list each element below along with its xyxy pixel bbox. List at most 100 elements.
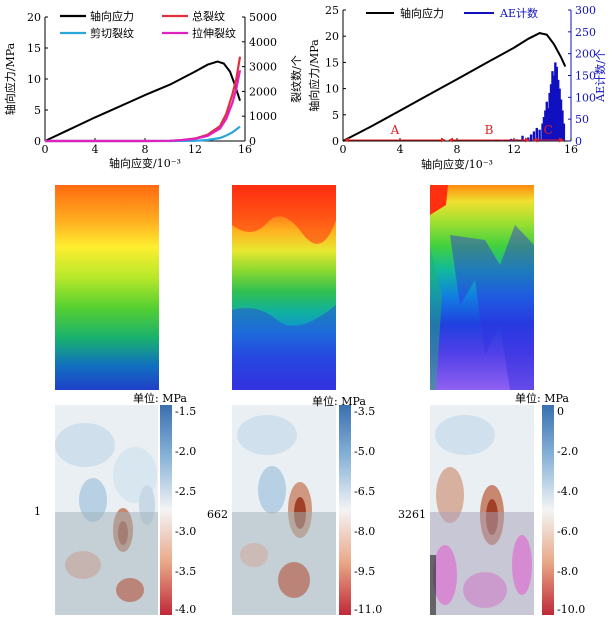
y-right-tick-label: 0	[575, 135, 582, 148]
y-right-axis-label: AE计数/个	[594, 49, 607, 103]
x-tick-label: 12	[507, 143, 521, 156]
cbar2-tick: -8.0	[354, 525, 376, 538]
y-right-tick-label: 200	[575, 48, 596, 61]
y-tick-label: 15	[27, 42, 41, 55]
cbar1-tick: -1.5	[175, 405, 197, 418]
stress-map-2	[232, 405, 336, 615]
cbar3-tick: 0	[557, 405, 564, 418]
stage-label: A	[390, 123, 400, 137]
unit-label-1: 单位: MPa	[133, 392, 187, 405]
stage-label: C	[544, 123, 553, 137]
chart-area: 0 4 8 12 1605101520010002000300040005000轴向应力…	[3, 4, 607, 171]
y-tick-label: 20	[27, 11, 41, 24]
ae-bar	[542, 116, 546, 141]
ae-bar	[544, 110, 547, 141]
cbar3-tick: -6.0	[557, 525, 579, 538]
ae-bar	[555, 66, 558, 141]
ae-bar	[529, 134, 533, 141]
y-right-tick-label: 50	[575, 113, 589, 126]
stress-colorbar-1	[160, 405, 172, 615]
series-line-cracks	[45, 56, 242, 143]
x-tick-label: 0	[42, 143, 49, 156]
legend-label: 拉伸裂纹	[192, 26, 236, 40]
x-tick-label: 8	[454, 143, 461, 156]
cbar1-tick: -2.0	[175, 445, 197, 458]
cbar2-tick: -5.0	[354, 445, 376, 458]
ae-bar	[541, 123, 544, 141]
cbar2-tick: -11.0	[354, 603, 383, 616]
y-tick-label: 0	[34, 135, 41, 148]
cbar1-tick: -4.0	[175, 603, 197, 616]
ae-bar	[559, 99, 563, 141]
y-tick-label: 5	[332, 109, 339, 122]
ae-bar	[535, 127, 538, 141]
x-tick-label: 16	[238, 143, 252, 156]
series-line-stress	[44, 60, 241, 142]
legend-label: 轴向应力	[400, 6, 444, 20]
unit-label-3: 单位: MPa	[515, 392, 569, 405]
y-right-tick-label: 2000	[249, 85, 277, 98]
ae-bar	[549, 84, 553, 141]
ae-bar	[551, 71, 554, 141]
ae-bar	[554, 62, 557, 141]
y-tick-label: 5	[34, 104, 41, 117]
ae-bar	[558, 88, 561, 141]
x-tick-label: 0	[340, 143, 347, 156]
legend-label: 轴向应力	[90, 9, 134, 23]
y-tick-label: 0	[332, 135, 339, 148]
stress-colorbar-2	[339, 405, 351, 615]
step-label-2: 662	[207, 508, 228, 521]
ae-bar	[556, 79, 560, 141]
y-right-tick-label: 0	[249, 135, 256, 148]
ae-bar	[552, 75, 556, 141]
y-tick-label: 20	[325, 30, 339, 43]
displacement-map-2	[232, 185, 336, 390]
legend-label: 剪切裂纹	[90, 26, 134, 40]
y-tick-label: 10	[325, 83, 339, 96]
y-right-tick-label: 3000	[249, 61, 277, 74]
cbar3-tick: -10.0	[557, 603, 586, 616]
x-tick-label: 8	[142, 143, 149, 156]
displacement-map-3	[430, 185, 534, 390]
stress-map-1	[55, 405, 158, 615]
step-label-3: 3261	[398, 508, 426, 521]
ae-bar	[548, 92, 551, 141]
ae-bar	[545, 101, 548, 141]
cbar2-tick: -3.5	[354, 405, 376, 418]
cbar3-tick: -4.0	[557, 485, 579, 498]
x-tick-label: 4	[397, 143, 404, 156]
unit-label-2: 单位: MPa	[312, 395, 366, 408]
ae-bar	[532, 131, 536, 141]
series-line-stress	[342, 32, 567, 142]
legend-label: 总裂纹	[192, 9, 225, 23]
cbar3-tick: -8.0	[557, 565, 579, 578]
cbar1-tick: -3.5	[175, 565, 197, 578]
crack-chart: 0 4 8 12 1605101520010002000300040005000轴向应力…	[3, 9, 303, 170]
step-label-1: 1	[34, 505, 41, 518]
cbar1-tick: -2.5	[175, 485, 197, 498]
y-right-tick-label: 4000	[249, 36, 277, 49]
cbar1-tick: -3.0	[175, 525, 197, 538]
y-right-tick-label: 300	[575, 4, 596, 17]
x-tick-label: 12	[188, 143, 202, 156]
y-axis-label: 轴向应力/MPa	[3, 42, 17, 115]
y-right-tick-label: 150	[575, 70, 596, 83]
ae-bar	[547, 108, 550, 141]
x-axis-label: 轴向应变/10⁻³	[421, 157, 493, 171]
ae-bar	[562, 123, 566, 141]
cbar3-tick: -2.0	[557, 445, 579, 458]
y-tick-label: 25	[325, 4, 339, 17]
y-right-tick-label: 1000	[249, 110, 277, 123]
y-axis-label: 轴向应力/MPa	[307, 39, 321, 112]
legend-label: AE计数	[499, 7, 538, 20]
ae-bar	[561, 110, 564, 141]
x-axis-label: 轴向应变/10⁻³	[109, 156, 181, 170]
x-tick-label: 4	[92, 143, 99, 156]
y-tick-label: 15	[325, 56, 339, 69]
y-right-tick-label: 250	[575, 26, 596, 39]
y-right-axis-label: 裂纹数/个	[289, 55, 303, 103]
cbar2-tick: -6.5	[354, 485, 376, 498]
stress-colorbar-3	[542, 405, 554, 615]
y-right-tick-label: 5000	[249, 11, 277, 24]
